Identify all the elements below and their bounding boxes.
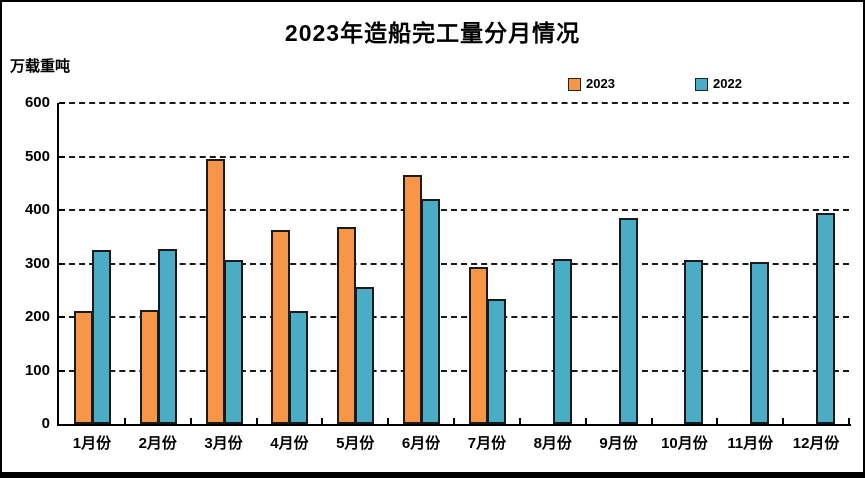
y-axis-tick-400 (59, 209, 65, 211)
x-axis-tick-5 (387, 418, 390, 424)
x-axis-label-9月份: 9月份 (599, 435, 638, 452)
x-axis-tick-11 (782, 418, 785, 424)
y-axis-tick-500 (59, 155, 65, 158)
x-axis-tick-9 (650, 418, 653, 424)
y-axis-tick-300 (59, 262, 65, 265)
y-axis-tick-label-0: 0 (41, 415, 50, 432)
y-axis-tick-200 (59, 316, 65, 318)
x-axis-tick-4 (321, 418, 324, 424)
legend-item-2023: 2023 (568, 76, 615, 92)
x-axis-tick-3 (255, 418, 258, 424)
bar-2022-9月份 (618, 217, 638, 424)
y-axis-tick-label-200: 200 (24, 308, 50, 325)
plot-area (59, 102, 849, 424)
gridline-100 (59, 369, 849, 372)
bar-2022-12月份 (816, 212, 836, 424)
bar-2022-2月份 (157, 248, 177, 424)
bar-2022-4月份 (289, 311, 309, 424)
chart-title: 2023年造船完工量分月情况 (284, 20, 581, 46)
bar-2022-7月份 (486, 299, 506, 424)
gridline-300 (59, 262, 849, 265)
x-axis-label-11月份: 11月份 (727, 435, 774, 452)
gridline-600 (59, 102, 849, 104)
x-axis-label-6月份: 6月份 (401, 435, 441, 452)
bar-2023-3月份 (205, 159, 225, 424)
bar-2022-8月份 (552, 259, 572, 424)
x-axis-tick-12 (848, 418, 850, 424)
y-axis-tick-label-500: 500 (24, 147, 50, 165)
bar-2023-2月份 (139, 310, 159, 424)
legend-label-2023: 2023 (586, 76, 615, 91)
x-axis-label-7月份: 7月份 (467, 435, 507, 452)
bar-2022-5月份 (355, 286, 375, 424)
x-axis-tick-1 (123, 418, 126, 424)
legend-swatch-2022 (695, 77, 708, 91)
bar-2023-5月份 (337, 227, 357, 424)
legend: 2023 2022 (2, 76, 863, 94)
x-axis-label-10月份: 10月份 (661, 435, 708, 452)
x-axis-label-3月份: 3月份 (204, 435, 243, 452)
y-axis-unit-label: 万载重吨 (10, 58, 71, 75)
gridline-500 (59, 155, 849, 158)
bar-2022-11月份 (750, 262, 770, 424)
y-axis-tick-600 (59, 102, 65, 104)
bar-2023-4月份 (271, 229, 291, 424)
y-axis-tick-label-400: 400 (24, 201, 50, 218)
x-axis-label-12月份: 12月份 (792, 435, 840, 452)
y-axis-tick-100 (59, 369, 65, 372)
x-axis-tick-7 (518, 418, 521, 424)
bar-2023-6月份 (403, 175, 423, 424)
legend-swatch-2023 (568, 77, 581, 91)
x-axis-tick-2 (189, 418, 192, 424)
bar-2022-10月份 (684, 260, 704, 424)
bar-2023-1月份 (73, 311, 93, 424)
x-axis-label-2月份: 2月份 (138, 435, 177, 452)
legend-item-2022: 2022 (695, 76, 742, 92)
y-axis-tick-label-100: 100 (24, 361, 50, 379)
bar-2022-1月份 (91, 249, 111, 424)
x-axis-label-8月份: 8月份 (533, 435, 572, 452)
gridline-400 (59, 209, 849, 211)
x-axis-label-4月份: 4月份 (270, 435, 309, 452)
x-axis-tick-8 (584, 418, 587, 424)
legend-label-2022: 2022 (713, 76, 742, 91)
x-axis-label-5月份: 5月份 (336, 435, 375, 452)
y-axis-tick-label-300: 300 (24, 254, 50, 272)
x-axis-tick-10 (716, 418, 719, 424)
bar-2022-3月份 (223, 259, 243, 424)
y-axis-tick-label-600: 600 (24, 94, 50, 111)
x-axis-label-1月份: 1月份 (72, 435, 112, 452)
x-axis-line (57, 424, 851, 426)
bottom-border-strip (2, 472, 863, 476)
bar-2022-6月份 (421, 198, 441, 424)
y-axis-line (57, 103, 59, 426)
bar-2023-7月份 (468, 266, 488, 424)
gridline-200 (59, 316, 849, 318)
x-axis-tick-6 (453, 418, 455, 424)
